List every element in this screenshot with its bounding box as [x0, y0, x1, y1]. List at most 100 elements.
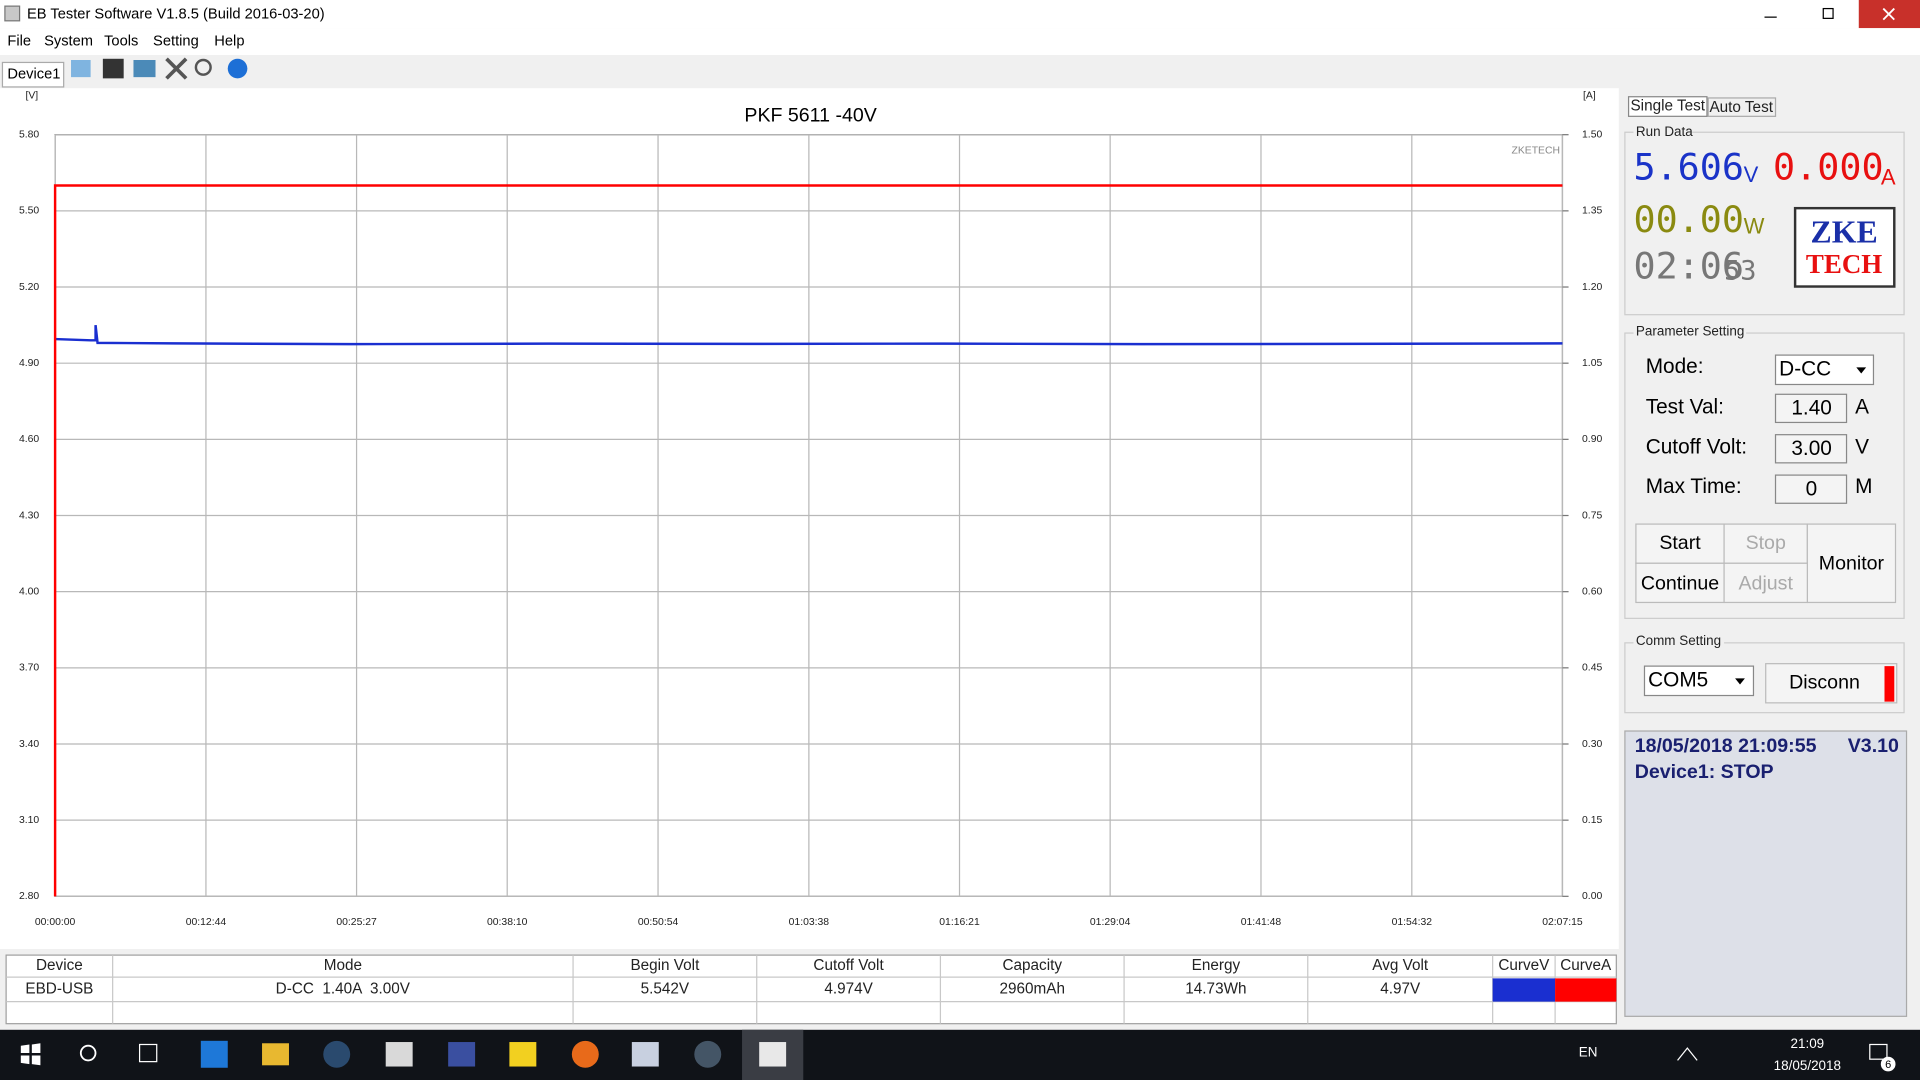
comm-box [1624, 642, 1905, 714]
y2-tick-label: 1.20 [1582, 282, 1602, 293]
port-select[interactable] [1643, 665, 1755, 697]
taskbar-app[interactable] [571, 1040, 599, 1068]
stop-button[interactable] [1723, 523, 1808, 564]
x-tick-label: 01:41:48 [1241, 917, 1282, 928]
task-view[interactable] [138, 1043, 158, 1063]
clock-date[interactable]: 18/05/2018 [1774, 1058, 1841, 1073]
adjust-button[interactable] [1723, 562, 1808, 604]
logo-text: ZKE [1810, 214, 1877, 249]
search-icon[interactable] [194, 58, 212, 76]
status-version: V3.10 [1848, 735, 1899, 757]
y2-tick-label: 1.05 [1582, 358, 1602, 369]
close-button[interactable] [1858, 0, 1920, 29]
x-tick-label: 01:54:32 [1392, 917, 1433, 928]
taskbar-app[interactable] [509, 1042, 537, 1067]
search-button[interactable] [79, 1044, 97, 1062]
series-line [53, 184, 1563, 897]
taskbar-bg [0, 1029, 1920, 1080]
y2-tick-label: 1.35 [1582, 206, 1602, 217]
y-tick-label: 2.80 [19, 891, 39, 902]
language[interactable]: EN [1579, 1045, 1598, 1060]
x-tick-label: 00:25:27 [336, 917, 377, 928]
curve-a-swatch [1555, 978, 1617, 1002]
curve-v-swatch [1492, 978, 1556, 1002]
x-tick-label: 00:38:10 [487, 917, 528, 928]
menu-item[interactable]: Setting [153, 34, 199, 50]
param-input[interactable] [1774, 393, 1848, 424]
open-icon[interactable] [71, 60, 91, 78]
taskbar: EN 21:09 18/05/2018 6 [0, 1029, 1920, 1080]
taskbar-app[interactable] [448, 1042, 476, 1067]
x-tick-label: 00:12:44 [186, 917, 227, 928]
x-tick-label: 00:50:54 [638, 917, 679, 928]
table-cell: 4.97V [1380, 980, 1421, 997]
param-value: 1.40 [1791, 396, 1831, 419]
watermark: ZKETECH [1511, 145, 1560, 156]
taskbar-app[interactable] [385, 1042, 413, 1067]
box-label: Parameter Setting [1636, 323, 1744, 338]
y2-tick-label: 0.00 [1582, 891, 1602, 902]
box-label-bg [1633, 634, 1725, 649]
taskbar-app[interactable] [323, 1040, 351, 1068]
param-input[interactable] [1774, 474, 1848, 504]
device-tab-label: Device1 [7, 67, 60, 83]
taskbar-app[interactable] [200, 1040, 228, 1068]
start-button[interactable] [20, 1043, 41, 1066]
restore-button[interactable] [1822, 7, 1834, 19]
taskbar-app[interactable] [631, 1042, 659, 1067]
run-data-box [1624, 131, 1905, 316]
table-frame [5, 954, 1617, 1025]
power-unit: W [1744, 214, 1765, 239]
tools-icon[interactable] [165, 57, 188, 80]
tab[interactable] [1707, 97, 1777, 117]
monitor-button[interactable] [1806, 523, 1897, 604]
notification-icon[interactable] [1869, 1043, 1888, 1060]
y-tick-label: 3.10 [19, 815, 39, 826]
menu-item[interactable]: File [7, 34, 31, 50]
taskbar-app[interactable] [759, 1042, 787, 1067]
app-icon [4, 5, 21, 22]
y-tick-label: 3.70 [19, 663, 39, 674]
info-icon[interactable] [227, 58, 248, 79]
taskbar-app[interactable] [262, 1043, 289, 1066]
menu-bar [0, 28, 1920, 56]
tab-label: Single Test [1630, 98, 1705, 115]
y-tick-label: 4.00 [19, 586, 39, 597]
disconnect-button[interactable] [1765, 663, 1898, 704]
mode-select[interactable] [1774, 354, 1875, 386]
start-button[interactable] [1635, 523, 1725, 564]
menu-item[interactable]: System [44, 34, 93, 50]
chart: PKF 5611 -40V [V] [A] ZKETECH 2.80 3.10 3.… [19, 90, 1603, 928]
box-label: Comm Setting [1636, 633, 1721, 648]
y-tick-label: 5.50 [19, 206, 39, 217]
table-cell: 4.974V [824, 980, 873, 997]
table-header: Begin Volt [630, 957, 700, 974]
status-box [1624, 730, 1908, 1017]
button-label: Start [1659, 532, 1701, 554]
y-tick-label: 4.60 [19, 434, 39, 445]
x-tick-label: 00:00:00 [35, 917, 76, 928]
x-tick-label: 01:03:38 [789, 917, 830, 928]
menu-item[interactable]: Tools [104, 34, 138, 50]
save-icon[interactable] [102, 58, 124, 79]
y2-tick-label: 0.30 [1582, 739, 1602, 750]
param-unit: A [1855, 395, 1869, 418]
device-tab[interactable] [1, 61, 65, 88]
parameter-box [1624, 332, 1905, 619]
tab[interactable] [1627, 96, 1708, 117]
title-bar [0, 0, 1920, 29]
param-input[interactable] [1774, 434, 1848, 464]
y2-tick-label: 0.15 [1582, 815, 1602, 826]
current-unit: A [1881, 165, 1896, 190]
taskbar-app[interactable] [694, 1040, 722, 1068]
y-axis-unit: [V] [25, 90, 38, 101]
param-value: 3.00 [1791, 437, 1831, 460]
voltage-reading: 5.606 [1633, 145, 1744, 188]
param-value: D-CC [1779, 357, 1831, 380]
clock-time[interactable]: 21:09 [1791, 1036, 1825, 1051]
menu-item[interactable]: Help [214, 34, 244, 50]
table-header: Cutoff Volt [813, 957, 884, 974]
chart-icon[interactable] [133, 60, 156, 78]
tray-chevron[interactable] [1677, 1047, 1698, 1061]
